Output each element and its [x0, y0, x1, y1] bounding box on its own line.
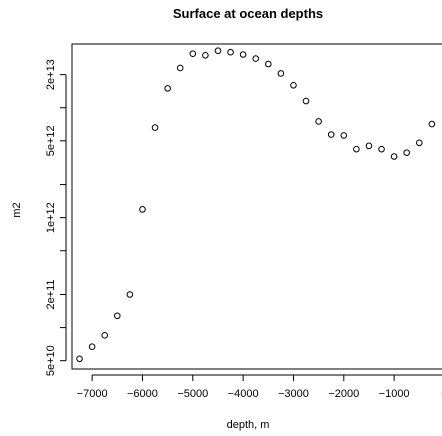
data-point: [403, 149, 411, 156]
data-point: [264, 60, 272, 68]
x-tick-label: −1000: [379, 388, 410, 400]
data-point: [340, 132, 348, 139]
data-point: [365, 142, 373, 150]
data-point: [428, 120, 436, 128]
x-axis: −7000−6000−5000−4000−3000−2000−10000: [77, 374, 442, 400]
x-tick-label: −4000: [228, 388, 259, 400]
y-tick-label: 1e+12: [45, 202, 57, 233]
y-tick-label: 5e+12: [45, 125, 57, 156]
data-point: [101, 332, 109, 339]
data-point: [353, 145, 360, 153]
data-point: [202, 51, 209, 59]
x-tick-label: −5000: [177, 388, 208, 400]
data-point: [252, 55, 260, 62]
data-point: [277, 70, 285, 77]
x-axis-label: depth, m: [227, 419, 270, 431]
x-tick-label: −2000: [328, 388, 359, 400]
data-point: [139, 206, 146, 213]
data-point: [113, 312, 121, 320]
data-point: [378, 145, 385, 153]
data-point: [164, 85, 171, 92]
x-tick-label: −6000: [127, 388, 158, 400]
data-point: [126, 291, 134, 298]
x-tick-label: −3000: [278, 388, 309, 400]
data-point: [151, 124, 159, 131]
y-tick-label: 2e+13: [45, 59, 57, 90]
data-point: [327, 131, 335, 138]
plot-frame: [71, 43, 442, 370]
data-point: [88, 343, 96, 351]
y-tick-label: 5e+10: [45, 345, 57, 376]
data-points: [76, 47, 436, 363]
chart-title: Surface at ocean depths: [173, 6, 323, 21]
data-point: [415, 139, 423, 147]
data-point: [189, 50, 197, 58]
data-point: [390, 153, 398, 160]
y-axis-label: m2: [11, 202, 23, 217]
data-point: [290, 81, 297, 89]
data-point: [227, 48, 234, 56]
data-point: [302, 97, 310, 105]
data-point: [76, 355, 83, 363]
data-point: [176, 64, 184, 72]
data-point: [239, 51, 247, 58]
y-axis: 5e+10 2e+11 1e+12 5e+12 2e+13: [45, 59, 67, 376]
data-point: [214, 47, 222, 55]
y-tick-label: 2e+11: [45, 279, 57, 309]
x-tick-label: −7000: [77, 388, 108, 400]
data-point: [315, 118, 322, 125]
